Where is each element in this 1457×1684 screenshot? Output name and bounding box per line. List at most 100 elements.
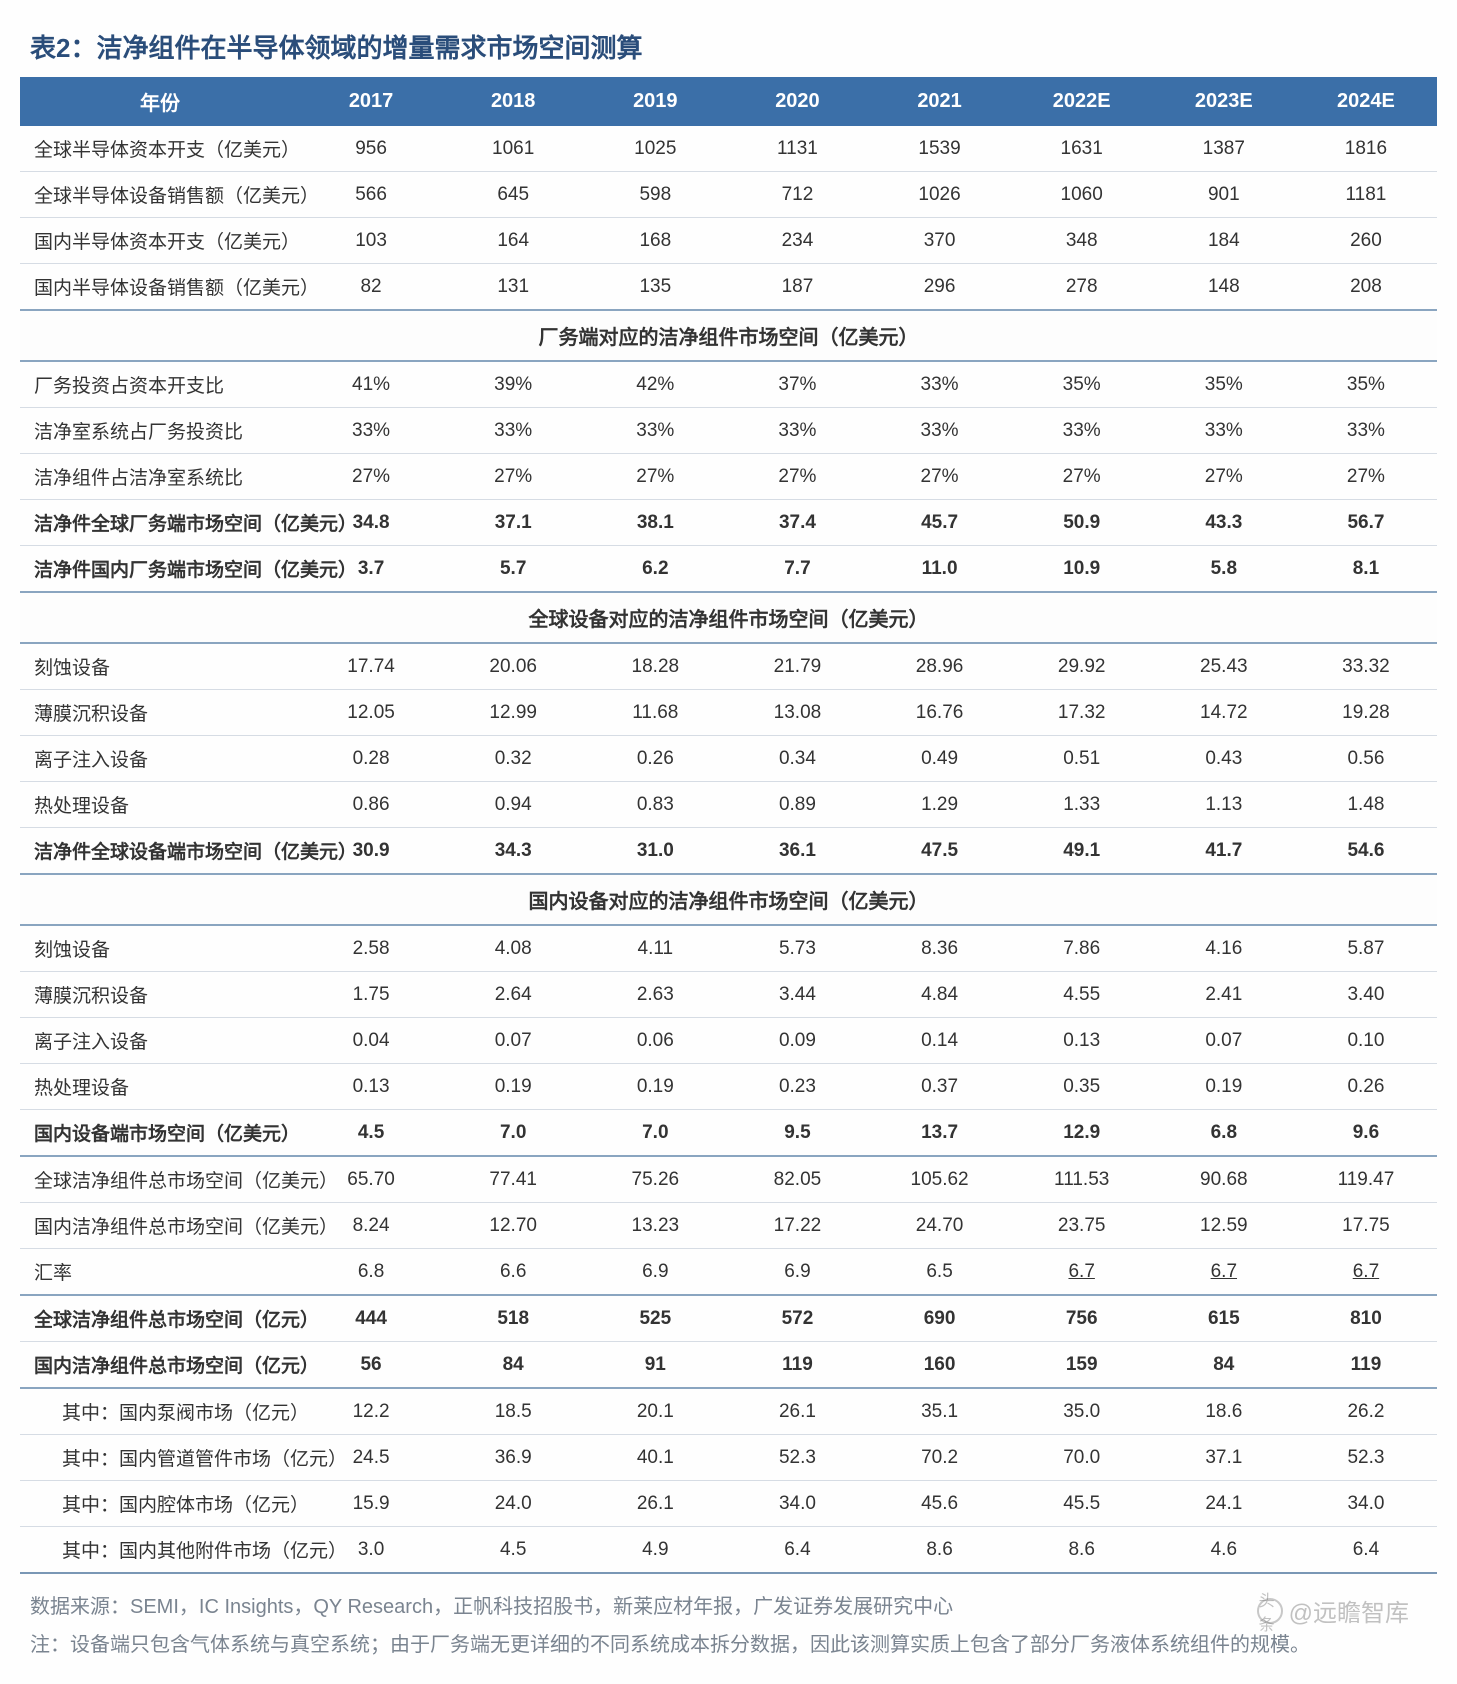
cell: 10.9 [1011,546,1153,593]
col-2018: 2018 [442,77,584,126]
cell: 0.19 [442,1064,584,1110]
cell: 35% [1295,361,1437,408]
cell: 4.11 [584,925,726,972]
cell: 131 [442,264,584,311]
cell: 0.43 [1153,736,1295,782]
cell: 82 [300,264,442,311]
row-label: 洁净件国内厂务端市场空间（亿美元） [20,546,300,593]
cell: 5.7 [442,546,584,593]
cell: 7.0 [442,1110,584,1157]
cell: 5.73 [726,925,868,972]
row-label: 薄膜沉积设备 [20,972,300,1018]
cell: 9.5 [726,1110,868,1157]
col-2017: 2017 [300,77,442,126]
row-label: 全球洁净组件总市场空间（亿元） [20,1295,300,1342]
col-2022E: 2022E [1011,77,1153,126]
cell: 0.13 [1011,1018,1153,1064]
row-label: 刻蚀设备 [20,643,300,690]
cell: 27% [1153,454,1295,500]
cell: 27% [584,454,726,500]
cell: 45.6 [869,1481,1011,1527]
cell: 4.5 [442,1527,584,1574]
cell: 56 [300,1342,442,1389]
cell: 36.9 [442,1435,584,1481]
cell: 37.1 [442,500,584,546]
row-label: 其中：国内泵阀市场（亿元） [20,1388,300,1435]
cell: 1.29 [869,782,1011,828]
cell: 25.43 [1153,643,1295,690]
col-2024E: 2024E [1295,77,1437,126]
cell: 0.07 [442,1018,584,1064]
cell: 31.0 [584,828,726,875]
table-row: 离子注入设备0.280.320.260.340.490.510.430.56 [20,736,1437,782]
table-row: 刻蚀设备17.7420.0618.2821.7928.9629.9225.433… [20,643,1437,690]
cell: 119.47 [1295,1156,1437,1203]
cell: 14.72 [1153,690,1295,736]
table-row: 国内洁净组件总市场空间（亿美元）8.2412.7013.2317.2224.70… [20,1203,1437,1249]
cell: 24.0 [442,1481,584,1527]
cell: 42% [584,361,726,408]
cell: 33% [726,408,868,454]
cell: 0.04 [300,1018,442,1064]
cell: 1631 [1011,126,1153,172]
cell: 26.1 [726,1388,868,1435]
table-row: 国内设备端市场空间（亿美元）4.57.07.09.513.712.96.89.6 [20,1110,1437,1157]
cell: 1.13 [1153,782,1295,828]
cell: 12.59 [1153,1203,1295,1249]
cell: 4.55 [1011,972,1153,1018]
cell: 0.86 [300,782,442,828]
cell: 12.99 [442,690,584,736]
table-row: 汇率6.86.66.96.96.56.76.76.7 [20,1249,1437,1296]
cell: 56.7 [1295,500,1437,546]
table-row: 薄膜沉积设备1.752.642.633.444.844.552.413.40 [20,972,1437,1018]
cell: 29.92 [1011,643,1153,690]
cell: 370 [869,218,1011,264]
cell: 33% [442,408,584,454]
cell: 6.9 [726,1249,868,1296]
table-row: 离子注入设备0.040.070.060.090.140.130.070.10 [20,1018,1437,1064]
cell: 13.23 [584,1203,726,1249]
cell: 296 [869,264,1011,311]
table-row: 国内半导体资本开支（亿美元）103164168234370348184260 [20,218,1437,264]
cell: 348 [1011,218,1153,264]
cell: 34.3 [442,828,584,875]
cell: 135 [584,264,726,311]
cell: 3.40 [1295,972,1437,1018]
cell: 17.75 [1295,1203,1437,1249]
cell: 84 [1153,1342,1295,1389]
table-title: 表2：洁净组件在半导体领域的增量需求市场空间测算 [30,28,1437,65]
cell: 1387 [1153,126,1295,172]
table-row: 热处理设备0.130.190.190.230.370.350.190.26 [20,1064,1437,1110]
row-label: 其中：国内腔体市场（亿元） [20,1481,300,1527]
cell: 77.41 [442,1156,584,1203]
cell: 187 [726,264,868,311]
cell: 8.1 [1295,546,1437,593]
cell: 11.0 [869,546,1011,593]
cell: 0.19 [1153,1064,1295,1110]
table-row: 洁净室系统占厂务投资比33%33%33%33%33%33%33%33% [20,408,1437,454]
cell: 159 [1011,1342,1153,1389]
row-label: 洁净件全球设备端市场空间（亿美元） [20,828,300,875]
cell: 19.28 [1295,690,1437,736]
cell: 34.0 [1295,1481,1437,1527]
cell: 105.62 [869,1156,1011,1203]
cell: 119 [1295,1342,1437,1389]
cell: 8.6 [1011,1527,1153,1574]
cell: 6.4 [726,1527,868,1574]
row-label: 国内半导体设备销售额（亿美元） [20,264,300,311]
cell: 35.0 [1011,1388,1153,1435]
cell: 0.37 [869,1064,1011,1110]
cell: 8.36 [869,925,1011,972]
cell: 33% [869,408,1011,454]
cell: 278 [1011,264,1153,311]
cell: 1131 [726,126,868,172]
cell: 1060 [1011,172,1153,218]
cell: 35% [1011,361,1153,408]
market-table: 年份201720182019202020212022E2023E2024E 全球… [20,77,1437,1574]
cell: 13.7 [869,1110,1011,1157]
cell: 70.0 [1011,1435,1153,1481]
cell: 0.56 [1295,736,1437,782]
cell: 6.7 [1153,1249,1295,1296]
cell: 18.5 [442,1388,584,1435]
col-2019: 2019 [584,77,726,126]
